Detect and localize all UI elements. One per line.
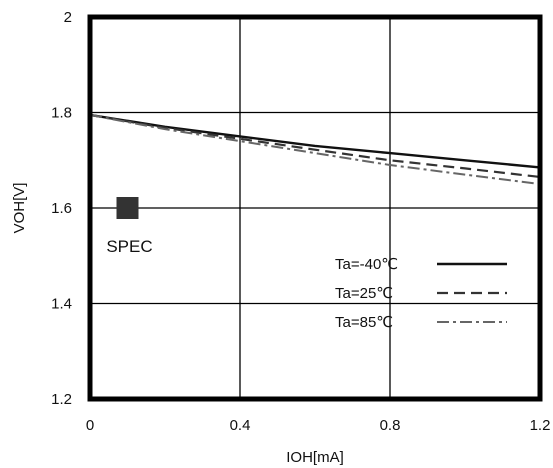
- y-tick-label: 1.8: [51, 105, 72, 122]
- grid-lines: [90, 17, 540, 399]
- spec-marker: [116, 197, 139, 219]
- series-group: [89, 113, 541, 186]
- legend-label-1: Ta=-40℃: [335, 256, 398, 273]
- y-tick-labels: 1.2 1.4 1.6 1.8 2: [51, 9, 72, 408]
- x-axis-label: IOH[mA]: [286, 449, 344, 466]
- legend-label-3: Ta=85℃: [335, 314, 393, 331]
- y-tick-label: 1.4: [51, 296, 72, 313]
- y-tick-label: 1.2: [51, 391, 72, 408]
- x-tick-label: 1.2: [530, 417, 551, 434]
- x-tick-labels: 0 0.4 0.8 1.2: [86, 417, 551, 434]
- series-line-3: [89, 113, 541, 186]
- y-axis-label: VOH[V]: [11, 183, 28, 234]
- x-tick-label: 0.4: [230, 417, 251, 434]
- plot-frame: [87, 14, 543, 402]
- legend-label-2: Ta=25℃: [335, 285, 393, 302]
- y-tick-label: 1.6: [51, 200, 72, 217]
- annotation-group: SPEC: [106, 197, 153, 256]
- x-tick-label: 0.8: [380, 417, 401, 434]
- series-line-2: [89, 113, 541, 179]
- spec-label: SPEC: [106, 237, 152, 256]
- y-tick-label: 2: [64, 9, 72, 26]
- legend: Ta=-40℃ Ta=25℃ Ta=85℃: [335, 256, 507, 331]
- x-tick-label: 0: [86, 417, 94, 434]
